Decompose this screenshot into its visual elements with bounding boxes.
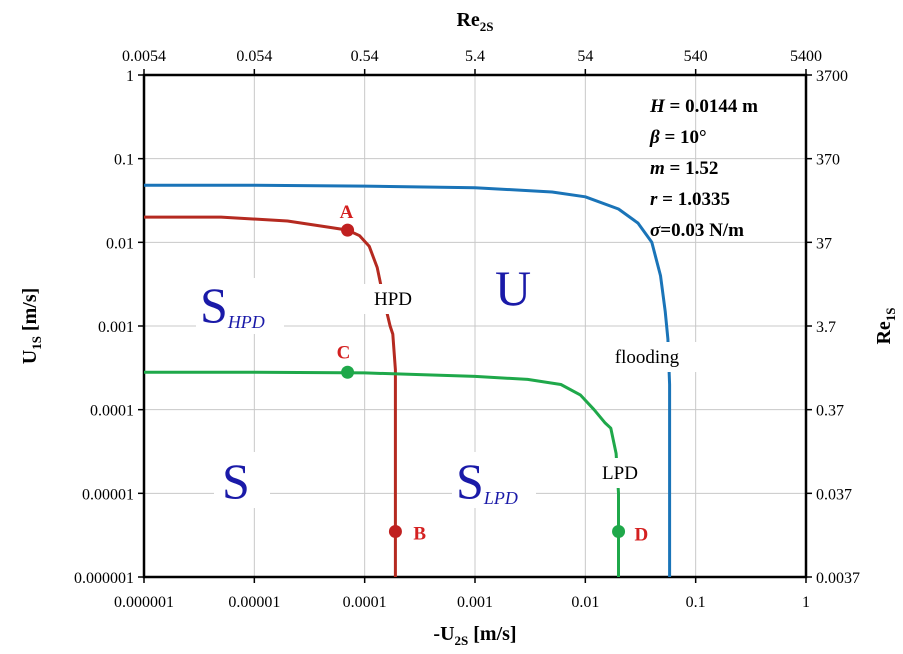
curve-label-hpd: HPD [374, 289, 412, 310]
right-axis-title-sub: 1S [883, 307, 898, 321]
y-axis-title-sub: 1S [29, 336, 44, 350]
curve-labels: HPD flooding LPD [362, 284, 698, 488]
region-label-u: U [495, 260, 531, 316]
param-name: r [650, 189, 658, 210]
top-axis-title-main: Re [456, 9, 479, 31]
x-tick-label: 0.001 [457, 594, 493, 611]
right-tick-label: 370 [816, 152, 840, 169]
right-tick-label: 3.7 [816, 319, 836, 336]
curve-label-lpd: LPD [602, 463, 638, 484]
y-tick-label: 0.1 [114, 152, 134, 169]
tick-marks [138, 69, 812, 583]
right-axis-title-main: Re [873, 321, 895, 344]
point-b-marker [388, 524, 402, 538]
top-tick-label: 0.0054 [122, 48, 166, 65]
region-label-bg [452, 452, 536, 508]
top-tick-label: 54 [577, 48, 593, 65]
region-label-bg [214, 452, 270, 508]
point-b-label: B [413, 523, 426, 544]
region-label-s: S [222, 453, 250, 509]
param-r: r = 1.0335 [650, 189, 730, 210]
y-tick-label: 0.01 [106, 235, 134, 252]
param-name: σ [650, 220, 661, 241]
region-sub: HPD [227, 312, 265, 332]
y-axis-title: U1S [m/s] [19, 288, 44, 365]
point-a-marker [341, 223, 355, 237]
top-tick-label: 540 [684, 48, 708, 65]
marked-points: A B C D [337, 202, 649, 545]
param-value: = 0.0144 m [665, 96, 758, 117]
series-line-flooding [144, 183, 672, 577]
y-tick-label: 0.000001 [74, 570, 134, 587]
region-main: U [495, 260, 531, 316]
param-h: H = 0.0144 m [649, 96, 758, 117]
top-tick-label: 0.054 [236, 48, 272, 65]
region-main: S [456, 453, 484, 509]
top-axis-title: Re2S [456, 9, 493, 34]
region-main: S [200, 277, 228, 333]
param-name: β [649, 127, 660, 148]
region-label-s-lpd: SLPD [456, 453, 518, 509]
x-tick-label: 0.0001 [343, 594, 387, 611]
point-d-label: D [635, 524, 649, 545]
right-tick-label: 37 [816, 235, 832, 252]
curve-label-flooding: flooding [615, 347, 680, 368]
point-d-marker [612, 524, 626, 538]
right-axis-title: Re1S [873, 307, 898, 344]
param-value: = 10° [660, 127, 707, 148]
right-tick-label: 0.0037 [816, 570, 860, 587]
right-tick-label: 0.037 [816, 486, 852, 503]
param-name: m [650, 158, 665, 179]
param-name: H [649, 96, 666, 117]
curve-label-bg [596, 342, 698, 372]
curve-label-bg [594, 458, 648, 488]
top-tick-label: 5.4 [465, 48, 485, 65]
point-c-label: C [337, 342, 351, 363]
parameter-list: H = 0.0144 m β = 10° m = 1.52 r = 1.0335… [649, 96, 758, 241]
x-axis-title-unit: [m/s] [468, 623, 516, 645]
x-tick-label: 0.000001 [114, 594, 174, 611]
tick-labels: 0.000001 0.0054 0.00001 0.054 0.0001 0.54 0.00… [74, 48, 860, 611]
x-tick-label: 0.01 [571, 594, 599, 611]
curve-label-bg [362, 284, 424, 314]
point-c-marker [341, 365, 355, 379]
point-a-label: A [340, 202, 354, 223]
param-value: = 1.52 [665, 158, 719, 179]
right-tick-label: 0.37 [816, 403, 844, 420]
y-tick-label: 0.0001 [90, 403, 134, 420]
y-tick-label: 0.00001 [82, 486, 134, 503]
series-line-hpd [144, 215, 397, 577]
param-m: m = 1.52 [650, 158, 718, 179]
region-labels: SHPD U S SLPD [196, 260, 546, 509]
x-tick-label: 0.00001 [228, 594, 280, 611]
region-label-bg [196, 278, 284, 334]
y-axis-title-main: U [19, 350, 41, 364]
right-tick-label: 3700 [816, 68, 848, 85]
top-tick-label: 5400 [790, 48, 822, 65]
region-label-bg [490, 260, 546, 316]
region-label-s-hpd: SHPD [200, 277, 265, 333]
region-sub: LPD [483, 488, 518, 508]
top-axis-title-sub: 2S [480, 19, 494, 34]
y-tick-label: 1 [126, 68, 134, 85]
param-value: = 1.0335 [657, 189, 730, 210]
y-axis-title-unit: [m/s] [19, 288, 41, 336]
series-lines [144, 183, 672, 577]
param-sigma: σ=0.03 N/m [650, 220, 744, 241]
x-axis-title: -U2S [m/s] [433, 623, 516, 648]
region-main: S [222, 453, 250, 509]
param-beta: β = 10° [649, 127, 707, 148]
x-axis-title-sub: 2S [455, 633, 469, 648]
top-tick-label: 0.54 [351, 48, 379, 65]
x-tick-label: 1 [802, 594, 810, 611]
x-axis-title-main: -U [433, 623, 454, 645]
y-tick-label: 0.001 [98, 319, 134, 336]
x-tick-label: 0.1 [686, 594, 706, 611]
param-value: =0.03 N/m [660, 220, 744, 241]
